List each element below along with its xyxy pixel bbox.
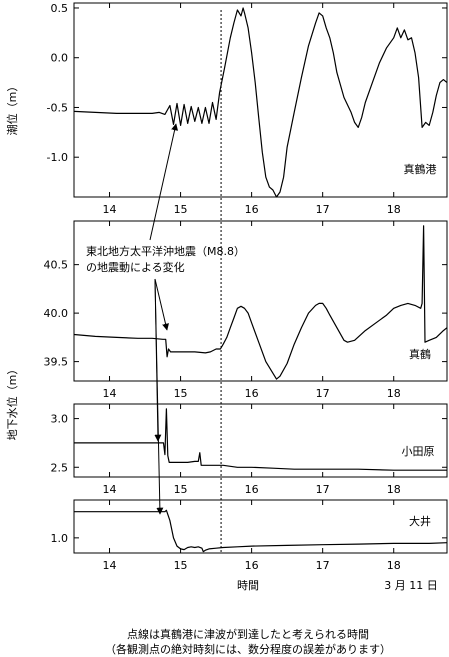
x-tick-label: 14 xyxy=(103,483,117,496)
annotation-line-1: 東北地方太平洋沖地震（M8.8） xyxy=(86,244,245,258)
x-tick-label: 16 xyxy=(245,387,259,400)
x-tick-label: 16 xyxy=(245,559,259,572)
series-line-groundwater-manazuru xyxy=(73,225,448,380)
x-tick-label: 17 xyxy=(316,483,330,496)
x-tick-label: 14 xyxy=(103,559,117,572)
x-tick-label: 16 xyxy=(245,483,259,496)
caption-line-1: 点線は真鶴港に津波が到達したと考えられる時間 xyxy=(127,627,369,641)
y-tick-label: 40.5 xyxy=(44,259,69,272)
series-line-tide xyxy=(73,7,448,198)
x-tick-label: 15 xyxy=(174,203,188,216)
groundwater-y-axis-label: 地下水位（m） xyxy=(5,364,19,441)
station-label: 小田原 xyxy=(402,445,435,458)
x-tick-label: 14 xyxy=(103,203,117,216)
y-tick-label: 3.0 xyxy=(51,413,69,426)
series-line-groundwater-odawara xyxy=(74,408,447,471)
annotation-arrows xyxy=(149,123,179,515)
date-label: 3 月 11 日 xyxy=(384,579,438,592)
y-tick-label: -0.5 xyxy=(47,101,68,114)
series-line-groundwater-oi xyxy=(74,509,448,553)
x-tick-label: 14 xyxy=(103,387,117,400)
station-label: 大井 xyxy=(409,514,431,528)
plot-frame xyxy=(73,499,448,554)
arrow-to-manazuru xyxy=(154,278,169,331)
panel-groundwater-oi: 14 15 16 17 18 1.0 大井 xyxy=(51,499,448,572)
plot-frame xyxy=(73,2,448,198)
annotation-line-2: の地震動による変化 xyxy=(86,260,185,274)
x-tick-label: 18 xyxy=(387,483,401,496)
x-axis-label: 時間 xyxy=(237,579,259,592)
y-tick-label: 2.5 xyxy=(51,461,69,474)
x-tick-label: 18 xyxy=(387,559,401,572)
x-tick-label: 15 xyxy=(174,483,188,496)
caption-line-2: （各観測点の絶対時刻には、数分程度の誤差があります） xyxy=(105,642,391,656)
y-tick-label: 40.0 xyxy=(44,307,69,320)
y-tick-label: -1.0 xyxy=(47,151,68,164)
station-label: 真鶴 xyxy=(409,347,431,361)
x-tick-label: 17 xyxy=(316,203,330,216)
panel-tide: 14 15 16 17 18 -1.0 -0.5 0.0 0.5 真鶴港 xyxy=(47,2,448,216)
y-tick-label: 39.5 xyxy=(44,356,69,369)
y-tick-label: 0.5 xyxy=(51,2,69,15)
panel-groundwater-odawara: 14 15 16 17 18 2.5 3.0 小田原 xyxy=(51,403,448,496)
station-label: 真鶴港 xyxy=(404,162,437,176)
y-tick-label: 1.0 xyxy=(51,532,69,545)
x-tick-label: 16 xyxy=(245,203,259,216)
chart-panels: 14 15 16 17 18 -1.0 -0.5 0.0 0.5 真鶴港 14 15 16 17 18 39.… xyxy=(44,2,448,572)
x-tick-label: 17 xyxy=(316,559,330,572)
x-tick-label: 15 xyxy=(174,559,188,572)
y-tick-label: 0.0 xyxy=(51,52,69,65)
plot-frame xyxy=(73,220,448,382)
arrow-to-oi xyxy=(154,278,164,515)
panel-groundwater-manazuru: 14 15 16 17 18 39.5 40.0 40.5 真鶴 xyxy=(44,220,448,400)
plot-frame xyxy=(73,403,448,478)
x-tick-label: 17 xyxy=(316,387,330,400)
x-tick-label: 15 xyxy=(174,387,188,400)
arrow-to-tide xyxy=(149,123,179,241)
x-tick-label: 18 xyxy=(387,203,401,216)
tide-y-axis-label: 潮位（m） xyxy=(5,81,19,136)
x-tick-label: 18 xyxy=(387,387,401,400)
